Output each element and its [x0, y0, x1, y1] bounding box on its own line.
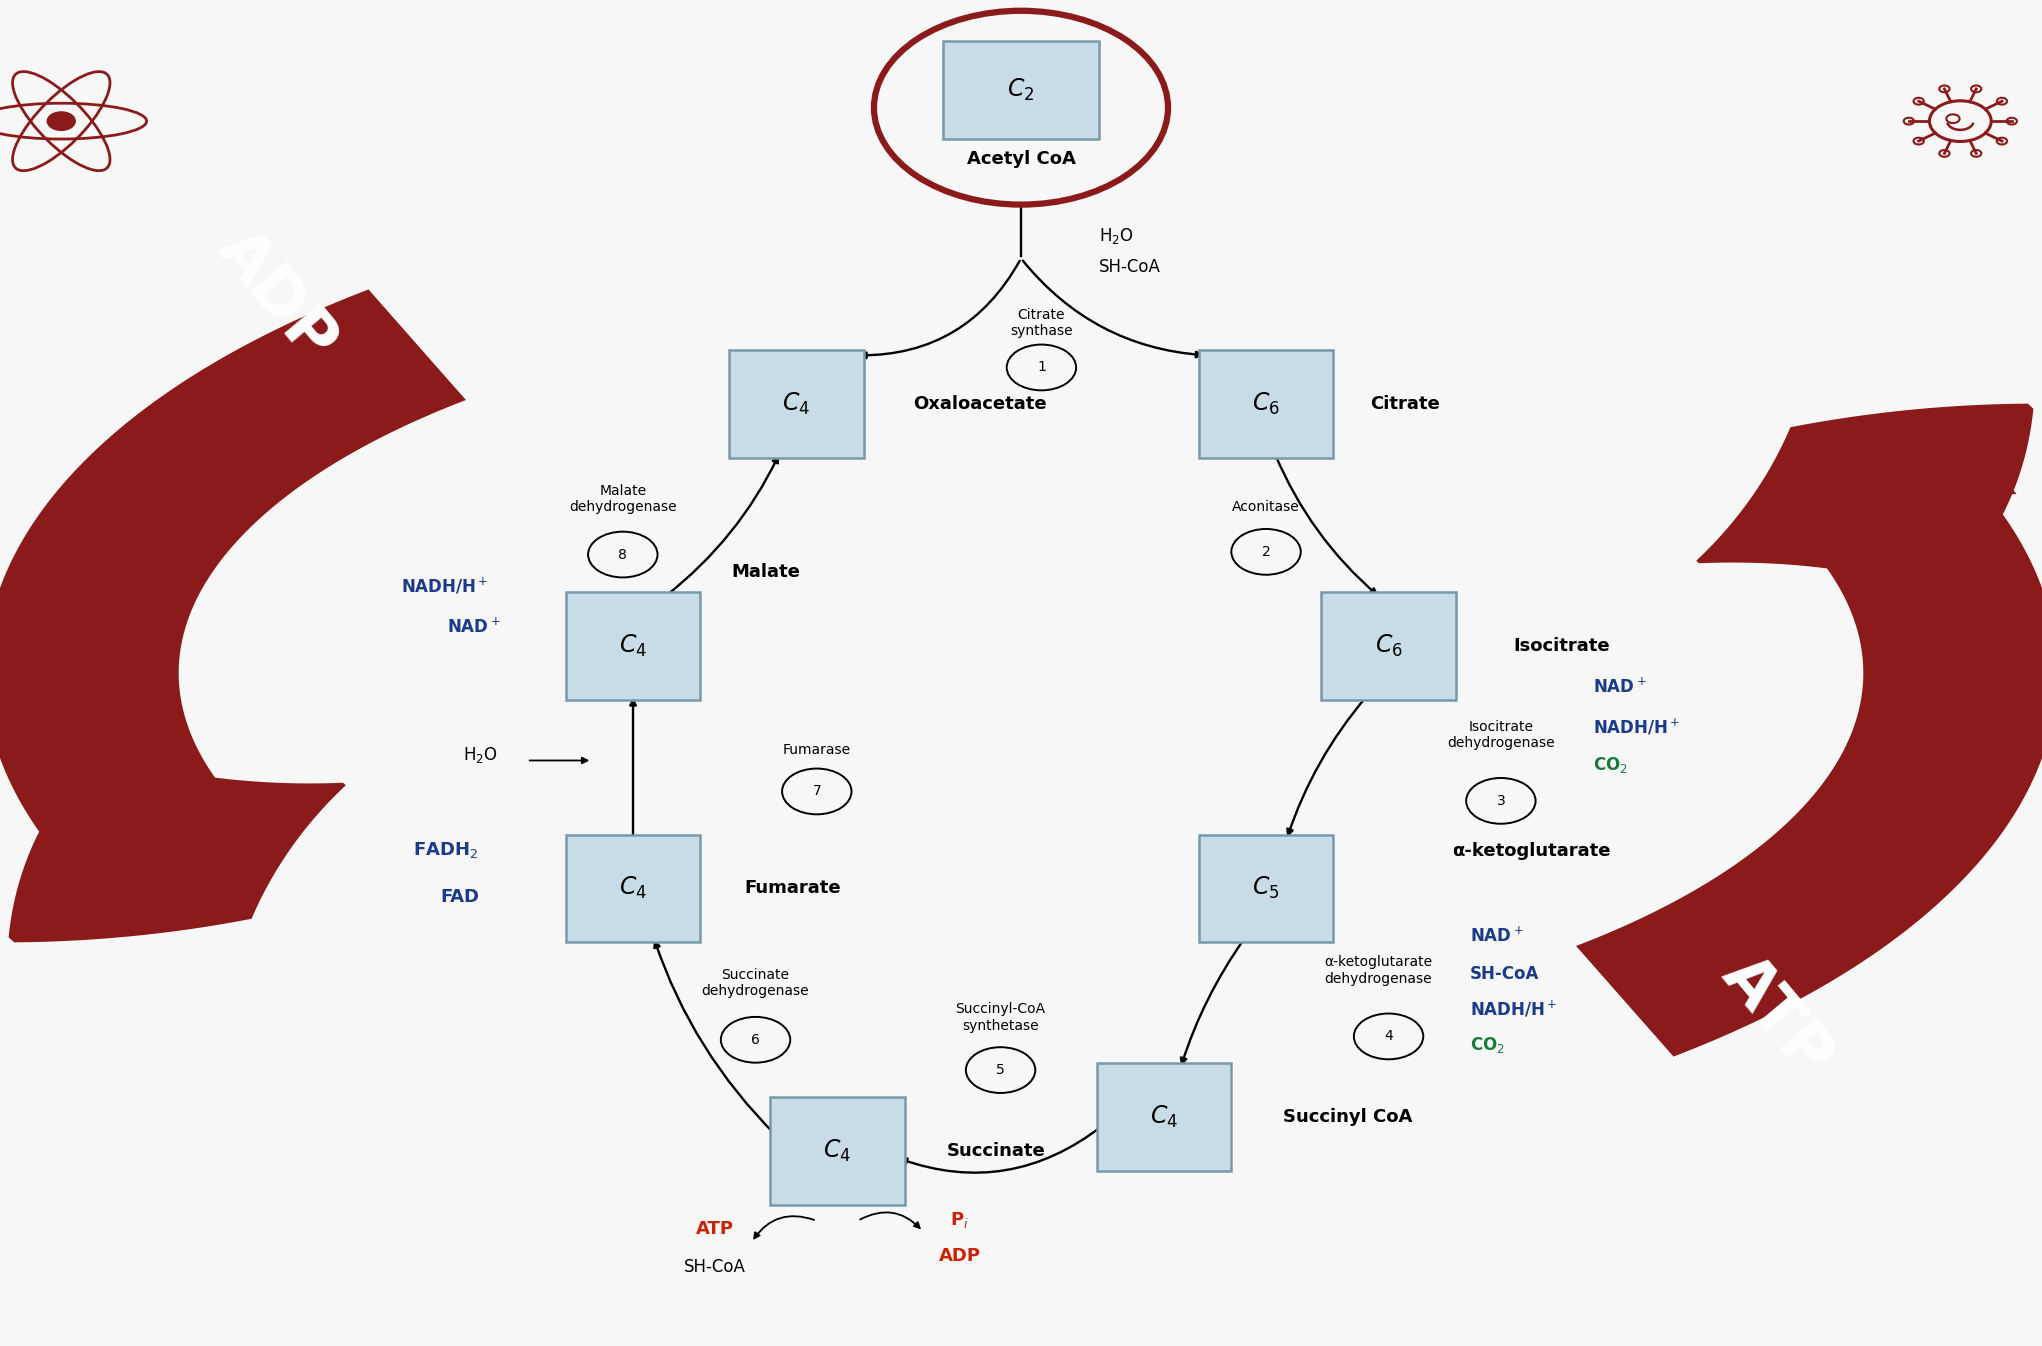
FancyBboxPatch shape: [729, 350, 864, 458]
Text: $C_{4}$: $C_{4}$: [619, 875, 647, 902]
Text: CO$_2$: CO$_2$: [1593, 755, 1627, 775]
Text: NAD$^+$: NAD$^+$: [447, 618, 500, 637]
Text: ADP: ADP: [204, 219, 347, 373]
Text: SH-CoA: SH-CoA: [1470, 965, 1540, 983]
Text: Citrate
synthase: Citrate synthase: [1011, 308, 1072, 338]
Text: $C_{4}$: $C_{4}$: [823, 1137, 852, 1164]
Text: Succinate
dehydrogenase: Succinate dehydrogenase: [702, 968, 809, 999]
Text: 6: 6: [751, 1032, 760, 1047]
Text: ATP: ATP: [696, 1221, 733, 1238]
Text: SH-CoA: SH-CoA: [684, 1259, 745, 1276]
Text: Malate
dehydrogenase: Malate dehydrogenase: [570, 485, 676, 514]
FancyBboxPatch shape: [566, 835, 700, 942]
Text: Fumarase: Fumarase: [782, 743, 852, 756]
Text: NAD$^+$: NAD$^+$: [1470, 927, 1523, 946]
Text: Aconitase: Aconitase: [1231, 501, 1301, 514]
Text: Succinyl-CoA
synthetase: Succinyl-CoA synthetase: [956, 1003, 1046, 1032]
FancyBboxPatch shape: [1199, 835, 1333, 942]
Text: Acetyl CoA: Acetyl CoA: [966, 149, 1076, 168]
Text: $C_{6}$: $C_{6}$: [1252, 390, 1280, 417]
Text: 2: 2: [1262, 545, 1270, 559]
Text: $C_{6}$: $C_{6}$: [1374, 633, 1403, 660]
Text: 5: 5: [996, 1063, 1005, 1077]
Text: $C_{4}$: $C_{4}$: [782, 390, 811, 417]
Text: 7: 7: [813, 785, 821, 798]
Circle shape: [47, 112, 76, 131]
Text: Isocitrate: Isocitrate: [1513, 637, 1611, 656]
FancyBboxPatch shape: [1199, 350, 1333, 458]
Text: FADH$_2$: FADH$_2$: [412, 840, 478, 860]
Text: 1: 1: [1037, 361, 1046, 374]
Text: Succinate: Succinate: [947, 1141, 1046, 1160]
Text: ATP: ATP: [1709, 945, 1844, 1088]
Text: P$_i$: P$_i$: [950, 1210, 970, 1230]
FancyBboxPatch shape: [943, 40, 1099, 140]
FancyBboxPatch shape: [566, 592, 700, 700]
Text: Fumarate: Fumarate: [743, 879, 841, 898]
Text: FAD: FAD: [439, 888, 480, 906]
Text: SH-CoA: SH-CoA: [1099, 257, 1160, 276]
Text: Citrate: Citrate: [1370, 394, 1440, 413]
FancyBboxPatch shape: [1097, 1063, 1231, 1171]
Text: α-ketoglutarate: α-ketoglutarate: [1452, 841, 1611, 860]
Text: CO$_2$: CO$_2$: [1470, 1035, 1505, 1055]
Text: α-ketoglutarate
dehydrogenase: α-ketoglutarate dehydrogenase: [1325, 956, 1431, 985]
Text: Isocitrate
dehydrogenase: Isocitrate dehydrogenase: [1448, 720, 1554, 750]
Text: $C_{5}$: $C_{5}$: [1252, 875, 1280, 902]
Text: $C_{4}$: $C_{4}$: [619, 633, 647, 660]
Text: 4: 4: [1384, 1030, 1393, 1043]
Text: 8: 8: [619, 548, 627, 561]
Text: ADP: ADP: [939, 1248, 980, 1265]
Text: Succinyl CoA: Succinyl CoA: [1282, 1108, 1413, 1127]
FancyBboxPatch shape: [770, 1097, 905, 1205]
Text: NAD$^+$: NAD$^+$: [1593, 678, 1646, 697]
FancyBboxPatch shape: [1321, 592, 1456, 700]
Polygon shape: [1576, 404, 2042, 1057]
Text: 3: 3: [1497, 794, 1505, 808]
Text: NADH/H$^+$: NADH/H$^+$: [402, 576, 488, 596]
Text: $C_{4}$: $C_{4}$: [1150, 1104, 1178, 1131]
Polygon shape: [0, 289, 466, 942]
Text: $C_{2}$: $C_{2}$: [1007, 77, 1035, 104]
Text: Malate: Malate: [731, 563, 800, 581]
Text: H$_2$O: H$_2$O: [1099, 226, 1133, 245]
Text: NADH/H$^+$: NADH/H$^+$: [1470, 999, 1558, 1019]
Text: H$_2$O: H$_2$O: [464, 746, 496, 766]
Text: NADH/H$^+$: NADH/H$^+$: [1593, 717, 1681, 738]
Text: Oxaloacetate: Oxaloacetate: [913, 394, 1048, 413]
